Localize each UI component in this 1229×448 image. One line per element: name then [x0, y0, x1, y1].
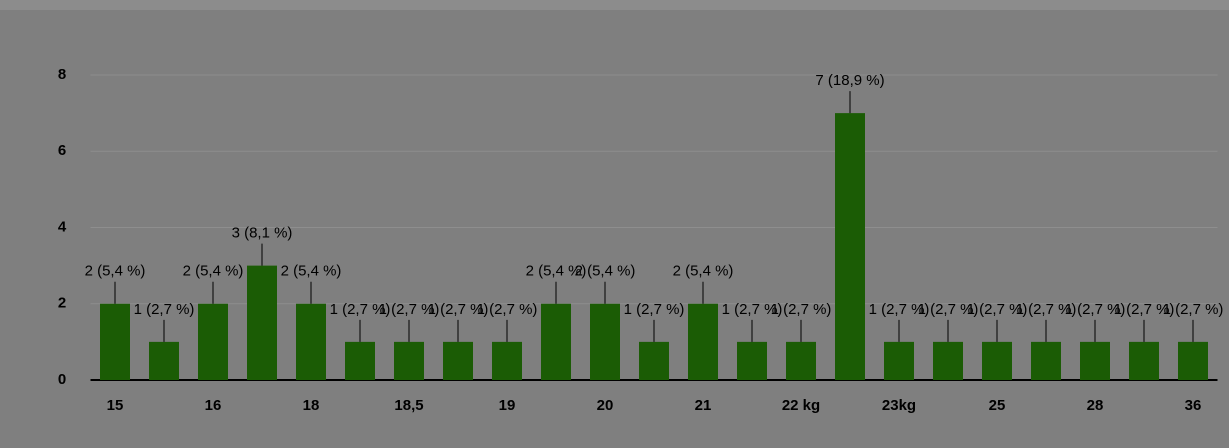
- bar: [1031, 341, 1061, 380]
- data-label: 1 (2,7 %): [624, 301, 685, 318]
- data-label: 1 (2,7 %): [134, 301, 195, 318]
- top-strip: [0, 0, 1229, 10]
- x-tick-label: 19: [499, 397, 516, 414]
- bar: [1129, 341, 1159, 380]
- data-label: 1 (2,7 %): [1065, 301, 1126, 318]
- bar: [198, 303, 228, 380]
- bar: [786, 341, 816, 380]
- data-label: 2 (5,4 %): [575, 263, 636, 280]
- bar: [541, 303, 571, 380]
- data-label: 2 (5,4 %): [526, 263, 587, 280]
- data-label: 1 (2,7 %): [379, 301, 440, 318]
- x-tick-label: 23kg: [882, 397, 916, 414]
- x-tick-label: 20: [597, 397, 614, 414]
- bar: [737, 341, 767, 380]
- data-label: 2 (5,4 %): [85, 263, 146, 280]
- data-label: 2 (5,4 %): [281, 263, 342, 280]
- x-tick-label: 36: [1185, 397, 1202, 414]
- data-label: 1 (2,7 %): [771, 301, 832, 318]
- bar: [639, 341, 669, 380]
- data-label: 1 (2,7 %): [1163, 301, 1224, 318]
- x-tick-label: 16: [205, 397, 222, 414]
- x-tick-label: 15: [107, 397, 124, 414]
- data-label: 3 (8,1 %): [232, 225, 293, 242]
- data-label: 7 (18,9 %): [815, 72, 884, 89]
- data-label: 1 (2,7 %): [428, 301, 489, 318]
- data-label: 1 (2,7 %): [869, 301, 930, 318]
- y-tick-label: 2: [58, 295, 66, 312]
- data-label: 2 (5,4 %): [183, 263, 244, 280]
- bar: [1178, 341, 1208, 380]
- data-label: 1 (2,7 %): [1114, 301, 1175, 318]
- y-tick-label: 4: [58, 218, 67, 235]
- data-label: 1 (2,7 %): [1016, 301, 1077, 318]
- bar: [296, 303, 326, 380]
- y-tick-label: 8: [58, 66, 66, 83]
- bar: [688, 303, 718, 380]
- x-tick-label: 28: [1087, 397, 1104, 414]
- data-label: 1 (2,7 %): [722, 301, 783, 318]
- x-tick-label: 21: [695, 397, 712, 414]
- x-tick-label: 25: [989, 397, 1006, 414]
- bar: [345, 341, 375, 380]
- x-tick-label: 18,5: [394, 397, 423, 414]
- y-tick-label: 0: [58, 371, 66, 388]
- bar: [247, 265, 277, 380]
- data-label: 1 (2,7 %): [330, 301, 391, 318]
- bar: [149, 341, 179, 380]
- x-tick-label: 18: [303, 397, 320, 414]
- data-label: 1 (2,7 %): [918, 301, 979, 318]
- data-label: 1 (2,7 %): [967, 301, 1028, 318]
- bar: [933, 341, 963, 380]
- bar: [835, 113, 865, 380]
- bar: [100, 303, 130, 380]
- bar: [443, 341, 473, 380]
- data-label: 1 (2,7 %): [477, 301, 538, 318]
- bar: [982, 341, 1012, 380]
- bar: [884, 341, 914, 380]
- bar: [492, 341, 522, 380]
- y-tick-label: 6: [58, 142, 66, 159]
- bar: [394, 341, 424, 380]
- data-label: 2 (5,4 %): [673, 263, 734, 280]
- bar: [590, 303, 620, 380]
- x-tick-label: 22 kg: [782, 397, 820, 414]
- bar: [1080, 341, 1110, 380]
